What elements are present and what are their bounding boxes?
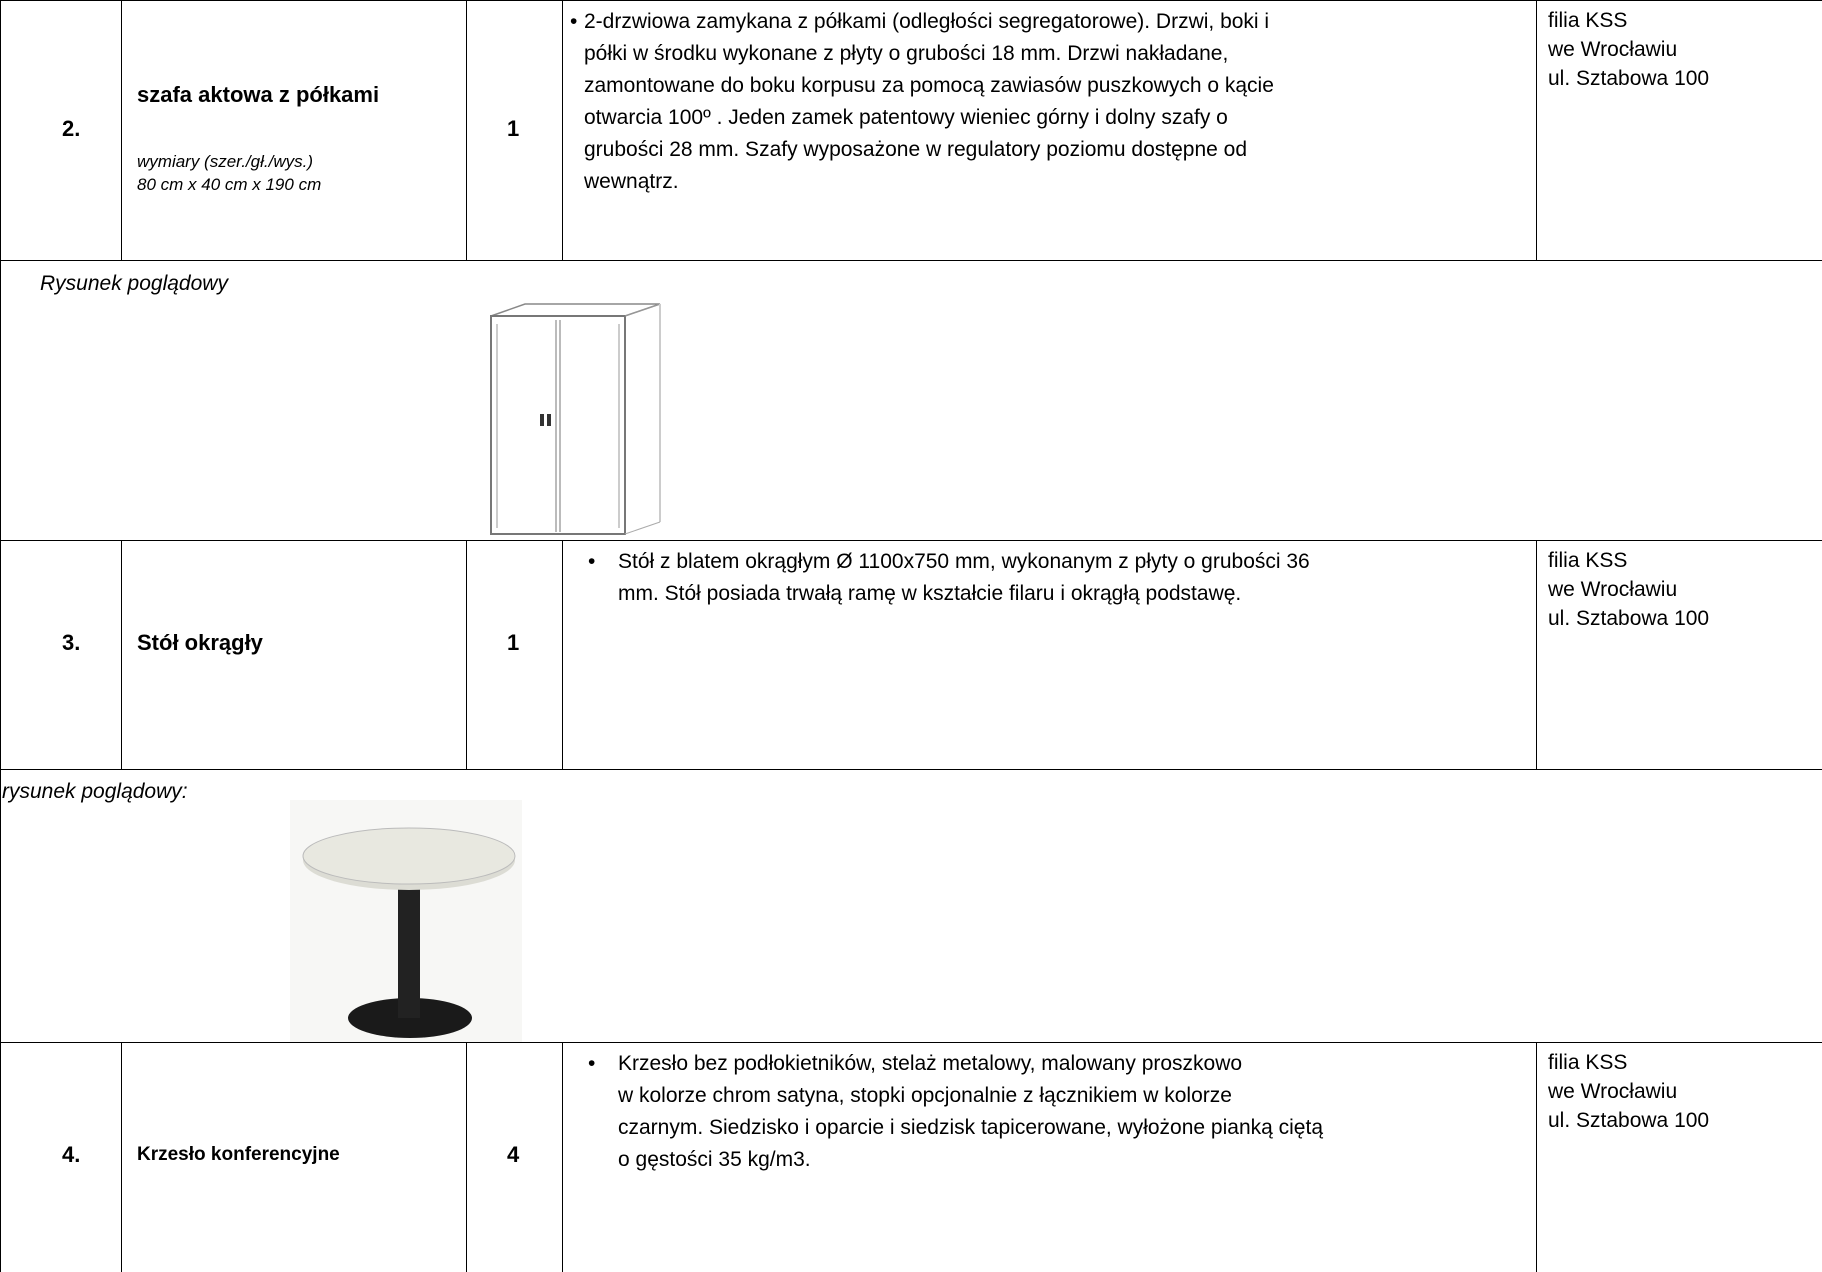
item-location: filia KSS we Wrocławiu ul. Sztabowa 100 [1548, 1048, 1709, 1135]
text-line: we Wrocławiu [1548, 38, 1678, 61]
item-quantity: 1 [507, 630, 520, 655]
text-line: wymiary (szer./gł./wys.) [137, 152, 313, 171]
table-image [290, 800, 522, 1042]
text-line: we Wrocławiu [1548, 1080, 1678, 1103]
cabinet-image [490, 303, 661, 535]
item-name: Stół okrągły [137, 630, 263, 655]
item-quantity: 4 [507, 1142, 520, 1167]
text-line: o gęstości 35 kg/m3. [618, 1148, 811, 1171]
bullet: • [588, 550, 596, 573]
item-location: filia KSS we Wrocławiu ul. Sztabowa 100 [1548, 6, 1709, 93]
border [1536, 540, 1537, 769]
border [0, 769, 1822, 770]
text-line: półki w środku wykonane z płyty o gruboś… [584, 42, 1229, 65]
item-number: 3. [62, 630, 81, 655]
item-name: szafa aktowa z półkami [137, 82, 380, 107]
text-line: filia KSS [1548, 9, 1628, 32]
item-number: 2. [62, 116, 81, 141]
drawing-caption: rysunek poglądowy: [2, 780, 188, 803]
item-dimensions: wymiary (szer./gł./wys.) 80 cm x 40 cm x … [137, 150, 321, 196]
border [466, 0, 467, 260]
border [0, 0, 1822, 1]
border [1536, 1042, 1537, 1272]
item-number: 4. [62, 1142, 81, 1167]
border [0, 260, 1822, 261]
text-line: w kolorze chrom satyna, stopki opcjonaln… [618, 1084, 1232, 1107]
text-line: 2-drzwiowa zamykana z półkami (odległośc… [584, 10, 1270, 33]
border [0, 540, 1822, 541]
text-line: Krzesło bez podłokietników, stelaż metal… [618, 1052, 1243, 1075]
border [0, 0, 1, 1272]
item-description: Krzesło bez podłokietników, stelaż metal… [618, 1048, 1323, 1176]
item-quantity: 1 [507, 116, 520, 141]
border [562, 540, 563, 769]
text-line: ul. Sztabowa 100 [1548, 607, 1710, 630]
text-line: Stół z blatem okrągłym Ø 1100x750 mm, wy… [618, 550, 1310, 573]
border [0, 1042, 1822, 1043]
text-line: filia KSS [1548, 549, 1628, 572]
text-line: wewnątrz. [584, 170, 679, 193]
text-line: we Wrocławiu [1548, 578, 1678, 601]
drawing-caption: Rysunek poglądowy [40, 272, 228, 295]
border [466, 540, 467, 769]
text-line: otwarcia 100º . Jeden zamek patentowy wi… [584, 106, 1228, 129]
item-name: Krzesło konferencyjne [137, 1144, 340, 1165]
text-line: zamontowane do boku korpusu za pomocą za… [584, 74, 1274, 97]
text-line: mm. Stół posiada trwałą ramę w kształcie… [618, 582, 1242, 605]
text-line: ul. Sztabowa 100 [1548, 1109, 1710, 1132]
item-description: Stół z blatem okrągłym Ø 1100x750 mm, wy… [618, 546, 1310, 610]
border [466, 1042, 467, 1272]
bullet: • [588, 1052, 596, 1075]
bullet: • [570, 10, 578, 33]
item-description: 2-drzwiowa zamykana z półkami (odległośc… [584, 6, 1274, 198]
border [121, 1042, 122, 1272]
text-line: ul. Sztabowa 100 [1548, 67, 1710, 90]
text-line: 80 cm x 40 cm x 190 cm [137, 175, 322, 194]
text-line: czarnym. Siedzisko i oparcie i siedzisk … [618, 1116, 1323, 1139]
border [121, 540, 122, 769]
border [1536, 0, 1537, 260]
border [562, 1042, 563, 1272]
text-line: filia KSS [1548, 1051, 1628, 1074]
item-location: filia KSS we Wrocławiu ul. Sztabowa 100 [1548, 546, 1709, 633]
border [562, 0, 563, 260]
border [121, 0, 122, 260]
text-line: grubości 28 mm. Szafy wyposażone w regul… [584, 138, 1248, 161]
